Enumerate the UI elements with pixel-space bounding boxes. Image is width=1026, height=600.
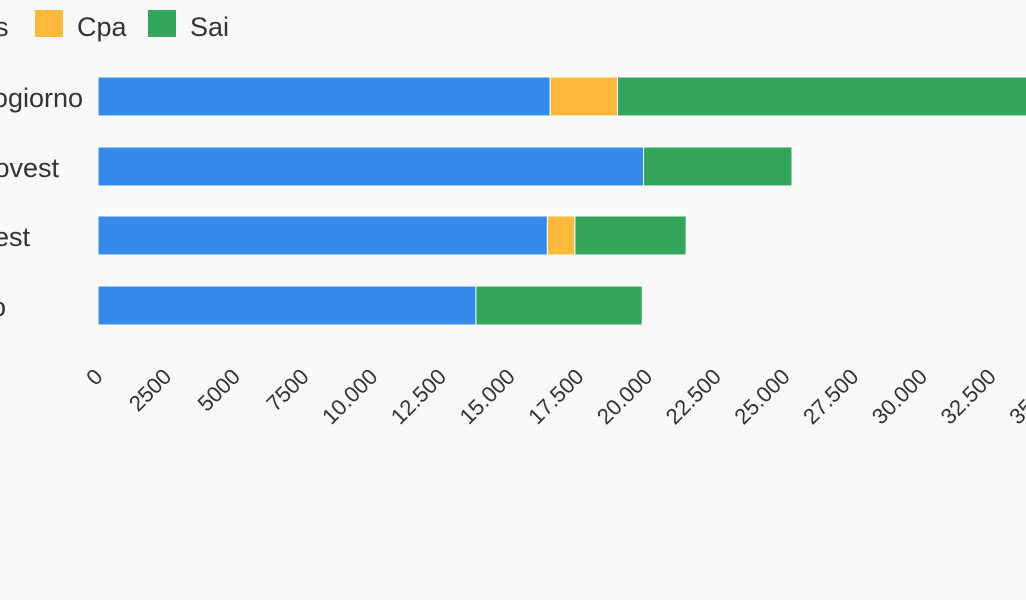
bar-mezzogiorno-cpa (549, 76, 618, 117)
bar-nord-est-cas (97, 215, 548, 256)
category-label-nord-est: est (0, 222, 30, 252)
x-tick-35-000: 35.000 (1004, 364, 1026, 429)
bar-nord-est-cpa (546, 215, 576, 256)
bar-nord-est-sai (574, 215, 687, 256)
value-axis: 0 2500 5000 7500 10.000 12.500 15.000 17.500 20.… (81, 364, 1026, 429)
bar-mezzogiorno-cas (97, 76, 551, 117)
category-label-centro: o (0, 292, 6, 322)
legend-swatch-sai (148, 10, 176, 37)
bars-group (97, 76, 1026, 326)
bar-nord-ovest-sai (643, 146, 793, 187)
x-tick-27-500: 27.500 (798, 364, 863, 429)
category-label-nord-ovest: ovest (0, 153, 59, 183)
x-tick-2500: 2500 (124, 364, 176, 416)
category-label-mezzogiorno: ogiorno (0, 83, 83, 113)
legend-swatch-cpa (35, 10, 63, 37)
category-axis: ogiorno ovest est o (0, 83, 83, 322)
x-tick-0: 0 (81, 364, 107, 390)
x-tick-15-000: 15.000 (455, 364, 520, 429)
x-tick-30-000: 30.000 (867, 364, 932, 429)
x-tick-32-500: 32.500 (936, 364, 1001, 429)
x-tick-17-500: 17.500 (523, 364, 588, 429)
legend-label-sai: Sai (190, 12, 229, 42)
chart-legend: s Cpa Sai (0, 10, 229, 42)
bar-centro-sai (475, 285, 643, 326)
x-tick-7500: 7500 (261, 364, 313, 416)
x-tick-25-000: 25.000 (729, 364, 794, 429)
legend-label-cas: s (0, 12, 9, 42)
x-tick-22-500: 22.500 (661, 364, 726, 429)
x-tick-10-000: 10.000 (317, 364, 382, 429)
bar-centro-cas (97, 285, 477, 326)
x-tick-5000: 5000 (193, 364, 245, 416)
bar-mezzogiorno-sai (616, 76, 1026, 117)
x-tick-20-000: 20.000 (592, 364, 657, 429)
bar-nord-ovest-cas (97, 146, 645, 187)
x-tick-12-500: 12.500 (386, 364, 451, 429)
legend-label-cpa: Cpa (77, 12, 128, 42)
